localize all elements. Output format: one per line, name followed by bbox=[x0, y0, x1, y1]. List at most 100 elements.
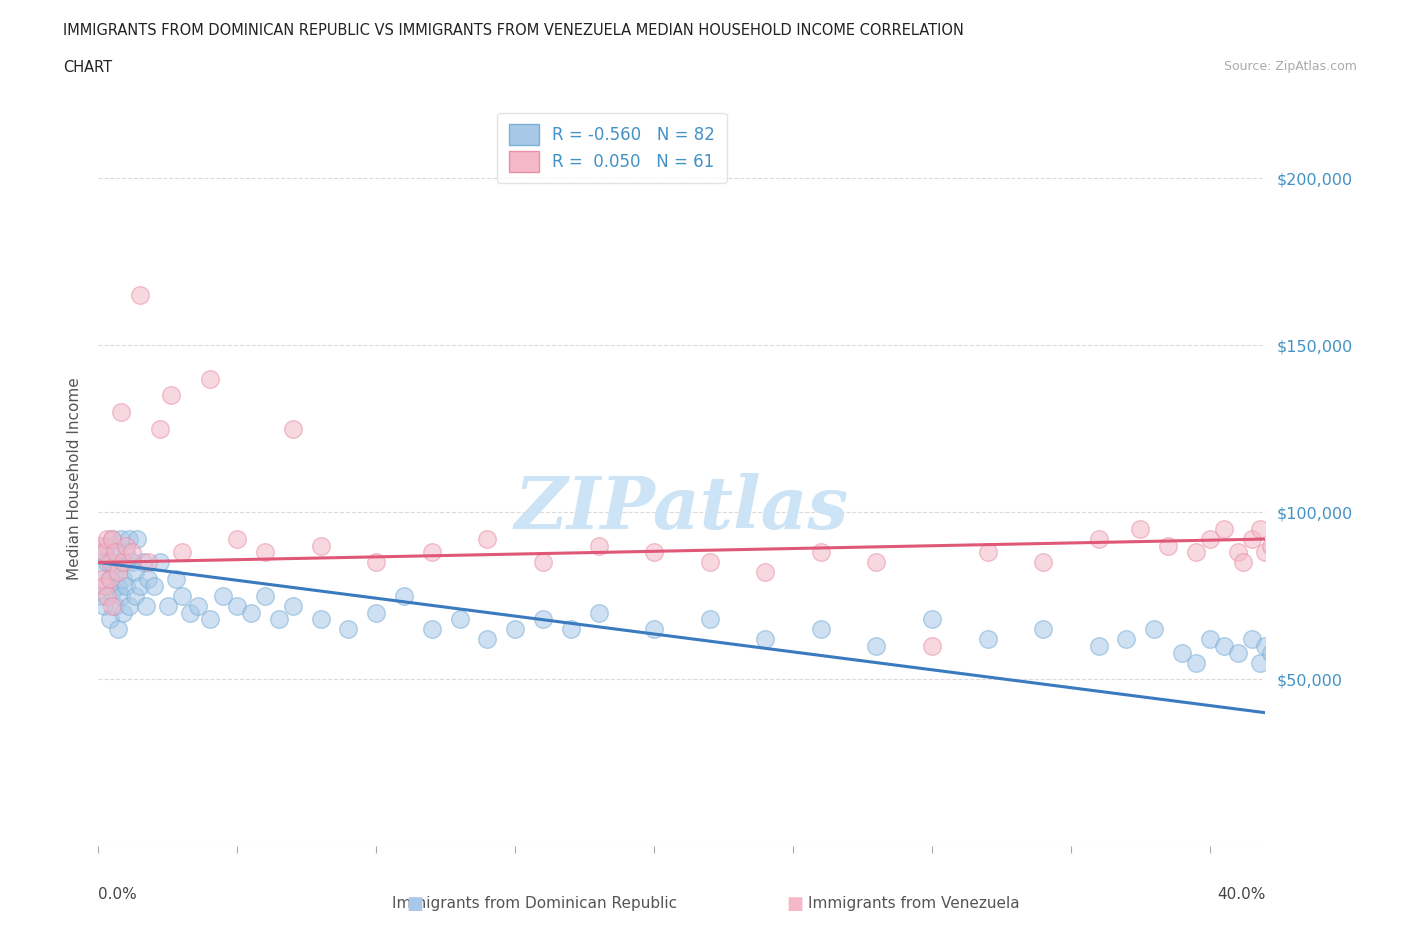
Point bbox=[110, 532, 132, 547]
Point bbox=[1288, 545, 1310, 560]
Point bbox=[1212, 639, 1234, 654]
Point bbox=[138, 572, 160, 587]
Point bbox=[1087, 532, 1109, 547]
Point bbox=[1305, 545, 1327, 560]
Text: Immigrants from Venezuela: Immigrants from Venezuela bbox=[808, 897, 1019, 911]
Point bbox=[107, 565, 129, 580]
Point bbox=[1185, 545, 1208, 560]
Point bbox=[1265, 522, 1288, 537]
Point bbox=[1212, 522, 1234, 537]
Point bbox=[531, 612, 554, 627]
Point bbox=[865, 555, 887, 570]
Point bbox=[118, 598, 141, 613]
Point bbox=[143, 578, 166, 593]
Point bbox=[170, 545, 193, 560]
Point bbox=[420, 545, 443, 560]
Point bbox=[1240, 532, 1263, 547]
Point bbox=[132, 555, 155, 570]
Point bbox=[187, 598, 209, 613]
Point bbox=[754, 565, 776, 580]
Point bbox=[1282, 712, 1305, 727]
Point bbox=[254, 545, 277, 560]
Point bbox=[1271, 545, 1294, 560]
Legend: R = -0.560   N = 82, R =  0.050   N = 61: R = -0.560 N = 82, R = 0.050 N = 61 bbox=[498, 113, 727, 183]
Point bbox=[212, 589, 235, 604]
Point bbox=[110, 405, 132, 419]
Text: ZIPatlas: ZIPatlas bbox=[515, 472, 849, 544]
Point bbox=[281, 598, 304, 613]
Point bbox=[309, 612, 332, 627]
Point bbox=[921, 612, 943, 627]
Text: Immigrants from Dominican Republic: Immigrants from Dominican Republic bbox=[392, 897, 676, 911]
Point bbox=[226, 598, 249, 613]
Point bbox=[1249, 656, 1271, 671]
Point bbox=[93, 545, 115, 560]
Point bbox=[112, 572, 135, 587]
Point bbox=[101, 598, 124, 613]
Text: ■: ■ bbox=[406, 895, 423, 913]
Point bbox=[165, 572, 187, 587]
Point bbox=[104, 545, 127, 560]
Point bbox=[124, 565, 146, 580]
Point bbox=[129, 288, 152, 303]
Point bbox=[101, 585, 124, 600]
Point bbox=[118, 532, 141, 547]
Point bbox=[1032, 555, 1054, 570]
Point bbox=[115, 578, 138, 593]
Point bbox=[101, 532, 124, 547]
Point bbox=[1254, 545, 1277, 560]
Point bbox=[1157, 538, 1180, 553]
Text: 40.0%: 40.0% bbox=[1218, 886, 1265, 902]
Point bbox=[976, 631, 998, 646]
Point bbox=[588, 538, 610, 553]
Text: IMMIGRANTS FROM DOMINICAN REPUBLIC VS IMMIGRANTS FROM VENEZUELA MEDIAN HOUSEHOLD: IMMIGRANTS FROM DOMINICAN REPUBLIC VS IM… bbox=[63, 23, 965, 38]
Point bbox=[121, 545, 143, 560]
Point bbox=[240, 605, 263, 620]
Point bbox=[420, 622, 443, 637]
Point bbox=[477, 532, 499, 547]
Point bbox=[198, 371, 221, 386]
Point bbox=[107, 578, 129, 593]
Point bbox=[148, 421, 170, 436]
Point bbox=[531, 555, 554, 570]
Point bbox=[96, 578, 118, 593]
Point bbox=[267, 612, 290, 627]
Point bbox=[104, 565, 127, 580]
Point bbox=[110, 589, 132, 604]
Point bbox=[101, 555, 124, 570]
Point bbox=[366, 605, 388, 620]
Point bbox=[98, 555, 121, 570]
Point bbox=[170, 589, 193, 604]
Point bbox=[1185, 656, 1208, 671]
Point bbox=[477, 631, 499, 646]
Point bbox=[1260, 645, 1282, 660]
Point bbox=[1115, 631, 1137, 646]
Point bbox=[1129, 522, 1152, 537]
Point bbox=[96, 555, 118, 570]
Text: ■: ■ bbox=[786, 895, 803, 913]
Point bbox=[138, 555, 160, 570]
Point bbox=[560, 622, 582, 637]
Point bbox=[337, 622, 360, 637]
Point bbox=[135, 598, 157, 613]
Point bbox=[112, 555, 135, 570]
Point bbox=[90, 565, 112, 580]
Point bbox=[159, 388, 181, 403]
Point bbox=[366, 555, 388, 570]
Point bbox=[90, 538, 112, 553]
Point bbox=[810, 545, 832, 560]
Point bbox=[96, 532, 118, 547]
Point bbox=[1268, 656, 1291, 671]
Point bbox=[93, 578, 115, 593]
Point bbox=[115, 538, 138, 553]
Point bbox=[148, 555, 170, 570]
Point bbox=[1171, 645, 1194, 660]
Point bbox=[1315, 538, 1337, 553]
Text: 0.0%: 0.0% bbox=[98, 886, 138, 902]
Point bbox=[198, 612, 221, 627]
Text: CHART: CHART bbox=[63, 60, 112, 75]
Point bbox=[643, 622, 665, 637]
Point bbox=[96, 589, 118, 604]
Point bbox=[1294, 555, 1316, 570]
Point bbox=[643, 545, 665, 560]
